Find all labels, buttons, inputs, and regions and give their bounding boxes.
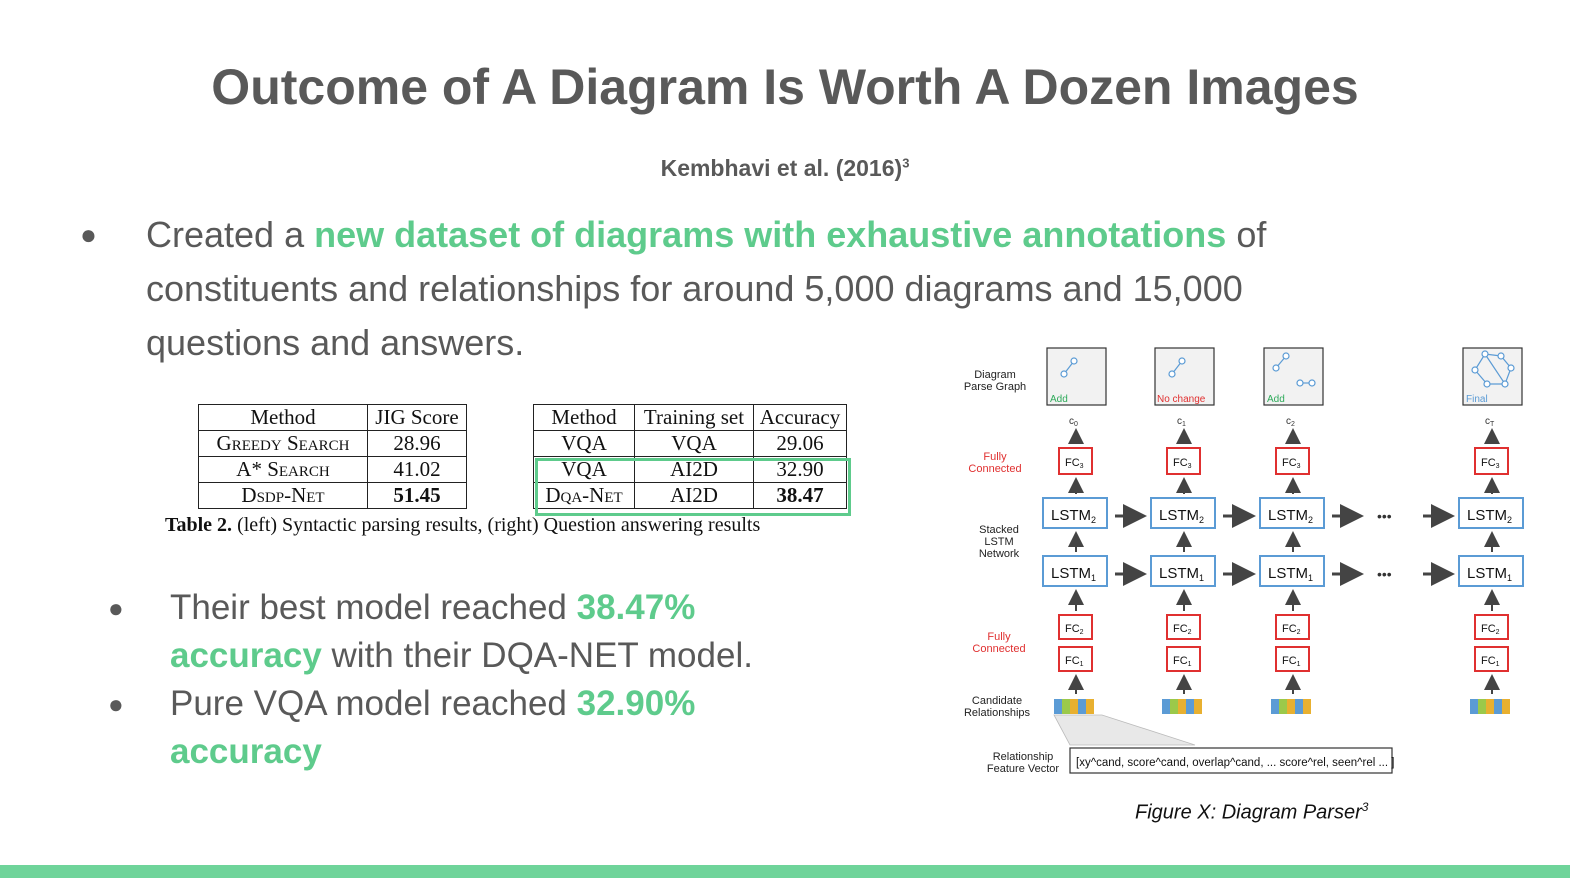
table-header: Accuracy bbox=[753, 404, 847, 431]
fc2-label: FC2 bbox=[1065, 623, 1084, 636]
citation-sup: 3 bbox=[902, 155, 910, 171]
qa-results-table: Method Training set Accuracy VQA VQA 29.… bbox=[533, 404, 847, 509]
fc2-label: FC2 bbox=[1481, 623, 1500, 636]
table-cell: AI2D bbox=[634, 482, 754, 509]
lstm2-label: LSTM2 bbox=[1051, 507, 1096, 525]
table-cell: VQA bbox=[533, 430, 635, 457]
c-label: c0 bbox=[1069, 416, 1078, 428]
highlight-box bbox=[535, 458, 851, 516]
fc1-label: FC1 bbox=[1481, 655, 1500, 668]
citation: Kembhavi et al. (2016)3 bbox=[0, 155, 1570, 182]
lstm2-label: LSTM2 bbox=[1268, 507, 1313, 525]
diagram-column: Final cT FC3 LSTM2 LSTM1 FC2 FC1 bbox=[1458, 347, 1524, 714]
fc3-label: FC3 bbox=[1481, 457, 1500, 470]
row-label-stacked-lstm: Stacked LSTM Network bbox=[979, 524, 1020, 560]
fc1-label: FC1 bbox=[1282, 655, 1301, 668]
fc3-label: FC3 bbox=[1065, 457, 1084, 470]
table-cell: 51.45 bbox=[367, 482, 467, 509]
parsing-results-table: Method JIG Score Greedy Search 28.96 A* … bbox=[198, 404, 467, 509]
row-label-feature-vector: Relationship Feature Vector bbox=[987, 751, 1059, 775]
table-cell: VQA bbox=[634, 430, 754, 457]
table-cell: 29.06 bbox=[753, 430, 847, 457]
table-cell: 38.47 bbox=[753, 482, 847, 509]
diagram-column: Add c2 FC3 LSTM2 LSTM1 FC2 FC1 bbox=[1259, 347, 1325, 714]
c-label: cT bbox=[1485, 416, 1495, 428]
graph-icon bbox=[1168, 357, 1186, 378]
table-cell: 41.02 bbox=[367, 456, 467, 483]
table-header: Method bbox=[533, 404, 635, 431]
main-bullet-text: Created a new dataset of diagrams with e… bbox=[146, 214, 1267, 363]
row-label-parse-graph: Diagram Parse Graph bbox=[964, 369, 1026, 393]
feature-vector-text: [xy^cand, score^cand, overlap^cand, ... … bbox=[1076, 757, 1394, 769]
sub-bullet-highlight: 32.90% accuracy bbox=[170, 684, 696, 771]
lstm1-label: LSTM1 bbox=[1159, 565, 1204, 583]
ellipsis: ••• bbox=[1377, 508, 1392, 524]
bottom-accent-bar bbox=[0, 865, 1570, 878]
fc3-label: FC3 bbox=[1173, 457, 1192, 470]
graph-icon bbox=[1471, 350, 1515, 388]
graph-icon bbox=[1060, 357, 1078, 378]
sub-bullet-highlight: 38.47% accuracy bbox=[170, 588, 696, 675]
citation-text: Kembhavi et al. (2016) bbox=[660, 155, 903, 181]
lstm2-label: LSTM2 bbox=[1467, 507, 1512, 525]
slide-title: Outcome of A Diagram Is Worth A Dozen Im… bbox=[211, 59, 1359, 115]
table-header: Method bbox=[198, 404, 368, 431]
figure-caption: Figure X: Diagram Parser3 bbox=[1135, 800, 1369, 824]
lstm1-label: LSTM1 bbox=[1051, 565, 1096, 583]
table-caption: Table 2. (left) Syntactic parsing result… bbox=[165, 514, 761, 536]
candidate-vector bbox=[1162, 699, 1202, 714]
table-cell: 28.96 bbox=[367, 430, 467, 457]
table-cell: A* Search bbox=[198, 456, 368, 483]
table-cell: Dsdp-Net bbox=[198, 482, 368, 509]
table-header: JIG Score bbox=[367, 404, 467, 431]
row-label-fc-bottom: Fully Connected bbox=[972, 631, 1025, 655]
row-label-candidates: Candidate Relationships bbox=[964, 695, 1031, 719]
graph-icon bbox=[1272, 352, 1316, 387]
main-bullet: ● Created a new dataset of diagrams with… bbox=[80, 208, 1370, 370]
candidate-vector bbox=[1271, 699, 1311, 714]
graph-label: Add bbox=[1050, 394, 1068, 405]
bullet-dot: ● bbox=[108, 689, 124, 719]
sub-bullet: ● Pure VQA model reached 32.90% accuracy bbox=[108, 680, 848, 776]
ellipsis: ••• bbox=[1377, 566, 1392, 582]
main-bullet-highlight: new dataset of diagrams with exhaustive … bbox=[314, 214, 1227, 255]
table-cell: Greedy Search bbox=[198, 430, 368, 457]
recurrent-arrows bbox=[1115, 504, 1455, 586]
sub-bullet: ● Their best model reached 38.47% accura… bbox=[108, 584, 848, 680]
sub-bullets: ● Their best model reached 38.47% accura… bbox=[108, 584, 848, 776]
graph-label: Add bbox=[1267, 394, 1285, 405]
c-label: c1 bbox=[1177, 416, 1186, 428]
candidate-vector bbox=[1054, 699, 1094, 714]
lstm1-label: LSTM1 bbox=[1467, 565, 1512, 583]
zoom-projection bbox=[1053, 714, 1196, 746]
diagram-column: Add c0 FC3 LSTM2 LSTM1 FC2 FC1 bbox=[1042, 347, 1108, 714]
table-header: Training set bbox=[634, 404, 754, 431]
diagram-column: No change c1 FC3 LSTM2 LSTM1 FC2 FC1 bbox=[1150, 347, 1216, 714]
graph-label: No change bbox=[1157, 394, 1206, 405]
table-cell: Dqa-Net bbox=[533, 482, 635, 509]
feature-vector-box bbox=[1069, 747, 1393, 774]
fc1-label: FC1 bbox=[1065, 655, 1084, 668]
diagram-parser-figure: Diagram Parse Graph Fully Connected Stacke… bbox=[964, 347, 1524, 775]
fc1-label: FC1 bbox=[1173, 655, 1192, 668]
graph-label: Final bbox=[1466, 394, 1488, 405]
fc2-label: FC2 bbox=[1173, 623, 1192, 636]
fc2-label: FC2 bbox=[1282, 623, 1301, 636]
lstm1-label: LSTM1 bbox=[1268, 565, 1313, 583]
results-tables: Method JIG Score Greedy Search 28.96 A* … bbox=[165, 404, 895, 544]
bullet-dot: ● bbox=[108, 593, 124, 623]
bullet-dot: ● bbox=[80, 219, 97, 250]
lstm2-label: LSTM2 bbox=[1159, 507, 1204, 525]
candidate-vector bbox=[1470, 699, 1510, 714]
fc3-label: FC3 bbox=[1282, 457, 1301, 470]
row-label-fc-top: Fully Connected bbox=[968, 451, 1021, 475]
c-label: c2 bbox=[1286, 416, 1295, 428]
